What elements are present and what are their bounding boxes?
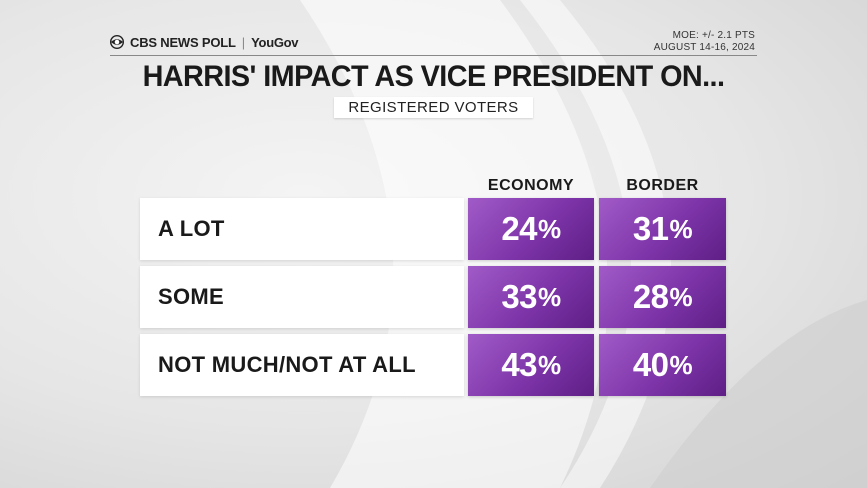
- value-cell-some-border: 28%: [599, 266, 726, 328]
- brand-cbs: CBS NEWS POLL: [130, 34, 236, 50]
- value-number: 31: [632, 210, 669, 247]
- row-label-a-lot: A LOT: [140, 198, 464, 260]
- value-cell-not-much-not-at-all-border: 40%: [599, 334, 726, 396]
- percent-sign: %: [538, 281, 561, 312]
- value-cell-a-lot-border: 31%: [599, 198, 726, 260]
- chart-subtitle: REGISTERED VOTERS: [334, 97, 533, 118]
- percent-sign: %: [669, 349, 693, 380]
- value-number: 33: [501, 278, 538, 315]
- percent-sign: %: [538, 349, 561, 380]
- percent-sign: %: [538, 213, 561, 244]
- brand-bar: CBS NEWS POLL | YouGov: [110, 34, 299, 50]
- value-number: 28: [632, 278, 669, 315]
- column-header-economy: ECONOMY: [487, 177, 575, 194]
- value-number: 43: [501, 346, 538, 383]
- poll-meta: MOE: +/- 2.1 PTS AUGUST 14-16, 2024: [654, 30, 755, 54]
- row-label-some: SOME: [140, 266, 464, 328]
- value-cell-a-lot-economy: 24%: [468, 198, 594, 260]
- value-cell-some-economy: 33%: [468, 266, 594, 328]
- poll-dates: AUGUST 14-16, 2024: [653, 42, 755, 53]
- percent-sign: %: [669, 213, 693, 244]
- value-number: 24: [501, 210, 538, 247]
- value-cell-not-much-not-at-all-economy: 43%: [468, 334, 594, 396]
- column-header-border: BORDER: [626, 177, 699, 194]
- margin-of-error: MOE: +/- 2.1 PTS: [672, 30, 755, 41]
- percent-sign: %: [669, 281, 693, 312]
- row-label-not-much-not-at-all: NOT MUCH/NOT AT ALL: [140, 334, 464, 396]
- brand-separator: |: [241, 34, 246, 50]
- header-divider: [110, 55, 757, 56]
- chart-title: HARRIS' IMPACT AS VICE PRESIDENT ON...: [142, 60, 725, 93]
- brand-partner: YouGov: [251, 34, 299, 50]
- value-number: 40: [632, 346, 669, 383]
- cbs-eye-icon: [110, 35, 124, 49]
